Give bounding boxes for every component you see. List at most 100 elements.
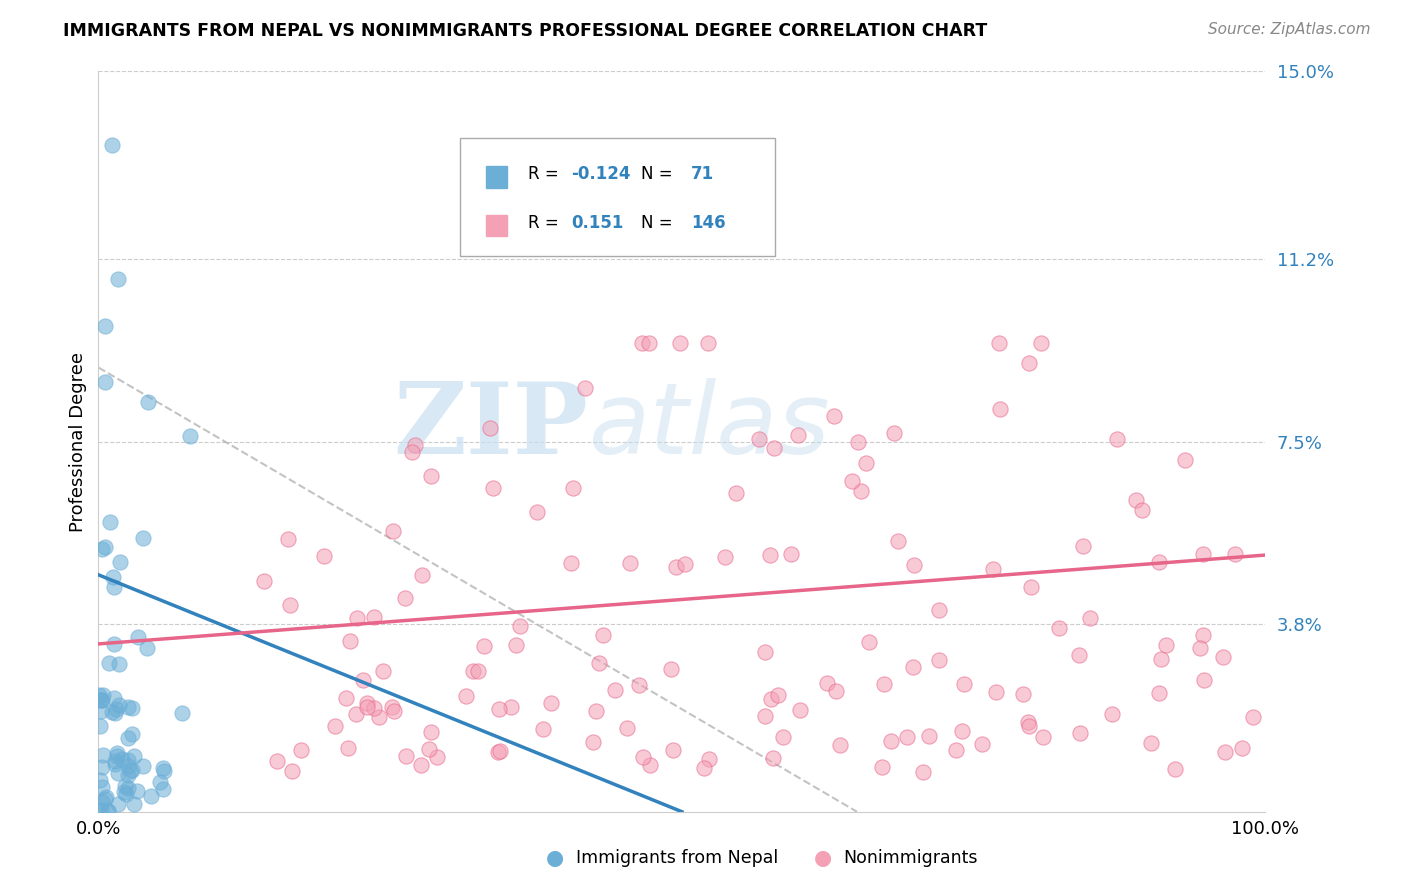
Point [367, 709, 389, 723]
Point [640, 758, 662, 772]
Point [1192, 548, 1215, 562]
Point [472, 639, 495, 653]
Point [761, 692, 783, 706]
Point [104, 754, 127, 768]
Point [97, 804, 120, 818]
Point [748, 432, 770, 446]
Point [132, 531, 155, 545]
Point [110, 555, 132, 569]
Point [356, 699, 378, 714]
Point [108, 698, 131, 712]
Point [823, 409, 845, 423]
Point [1140, 736, 1163, 750]
Point [117, 753, 139, 767]
Point [846, 434, 869, 449]
Point [693, 760, 716, 774]
Point [880, 733, 903, 747]
Point [754, 709, 776, 723]
Text: atlas: atlas [589, 378, 830, 475]
Point [562, 481, 585, 495]
Point [89, 772, 111, 787]
Point [724, 485, 747, 500]
Point [97, 656, 120, 670]
Point [1164, 762, 1187, 776]
Text: 0.151: 0.151 [571, 214, 623, 232]
Bar [486, 167, 508, 187]
Point [121, 764, 143, 778]
Point [120, 764, 142, 778]
Point [382, 704, 405, 718]
Point [830, 738, 852, 752]
Point [363, 701, 385, 715]
Point [505, 639, 527, 653]
Point [903, 660, 925, 674]
Text: Source: ZipAtlas.com: Source: ZipAtlas.com [1208, 22, 1371, 37]
Point [136, 641, 159, 656]
Point [855, 456, 877, 470]
Point [912, 764, 935, 779]
Point [981, 562, 1004, 576]
Point [467, 664, 489, 678]
Point [456, 690, 478, 704]
Point [108, 657, 131, 672]
Point [1031, 335, 1053, 350]
Point [509, 619, 531, 633]
Text: N =: N = [641, 214, 678, 232]
Point [281, 764, 304, 779]
Text: ●: ● [814, 848, 831, 868]
Point [631, 749, 654, 764]
Point [352, 673, 374, 687]
Point [101, 138, 124, 153]
Point [395, 748, 418, 763]
Point [107, 797, 129, 811]
Text: -0.124: -0.124 [571, 165, 630, 184]
Point [488, 702, 510, 716]
Point [560, 557, 582, 571]
Point [420, 468, 443, 483]
Point [673, 557, 696, 571]
Point [107, 271, 129, 285]
Point [93, 792, 115, 806]
Point [152, 761, 174, 775]
Point [1147, 686, 1170, 700]
Point [101, 706, 124, 720]
Point [152, 781, 174, 796]
Point [1213, 745, 1236, 759]
Point [1192, 673, 1215, 688]
Point [153, 764, 176, 778]
Point [104, 757, 127, 772]
Point [1174, 453, 1197, 467]
Point [582, 735, 605, 749]
Point [94, 790, 117, 805]
Point [903, 558, 925, 573]
Point [815, 676, 838, 690]
Text: Immigrants from Nepal: Immigrants from Nepal [576, 849, 779, 867]
Point [1105, 432, 1128, 446]
Point [97, 804, 120, 818]
Point [588, 656, 610, 670]
Text: 71: 71 [692, 165, 714, 184]
Point [841, 474, 863, 488]
Point [605, 683, 627, 698]
Point [90, 693, 112, 707]
Point [94, 318, 117, 333]
Point [631, 335, 654, 350]
Point [499, 699, 522, 714]
Point [928, 653, 950, 667]
Text: ZIP: ZIP [394, 378, 589, 475]
Point [103, 637, 125, 651]
Point [117, 759, 139, 773]
Point [87, 804, 110, 818]
Point [117, 731, 139, 746]
Point [89, 692, 111, 706]
Point [103, 580, 125, 594]
Point [1147, 555, 1170, 569]
Point [870, 759, 893, 773]
Point [585, 704, 607, 718]
Point [574, 380, 596, 394]
Point [928, 603, 950, 617]
Point [117, 700, 139, 714]
Point [1017, 715, 1039, 730]
Point [114, 779, 136, 793]
Point [887, 534, 910, 549]
